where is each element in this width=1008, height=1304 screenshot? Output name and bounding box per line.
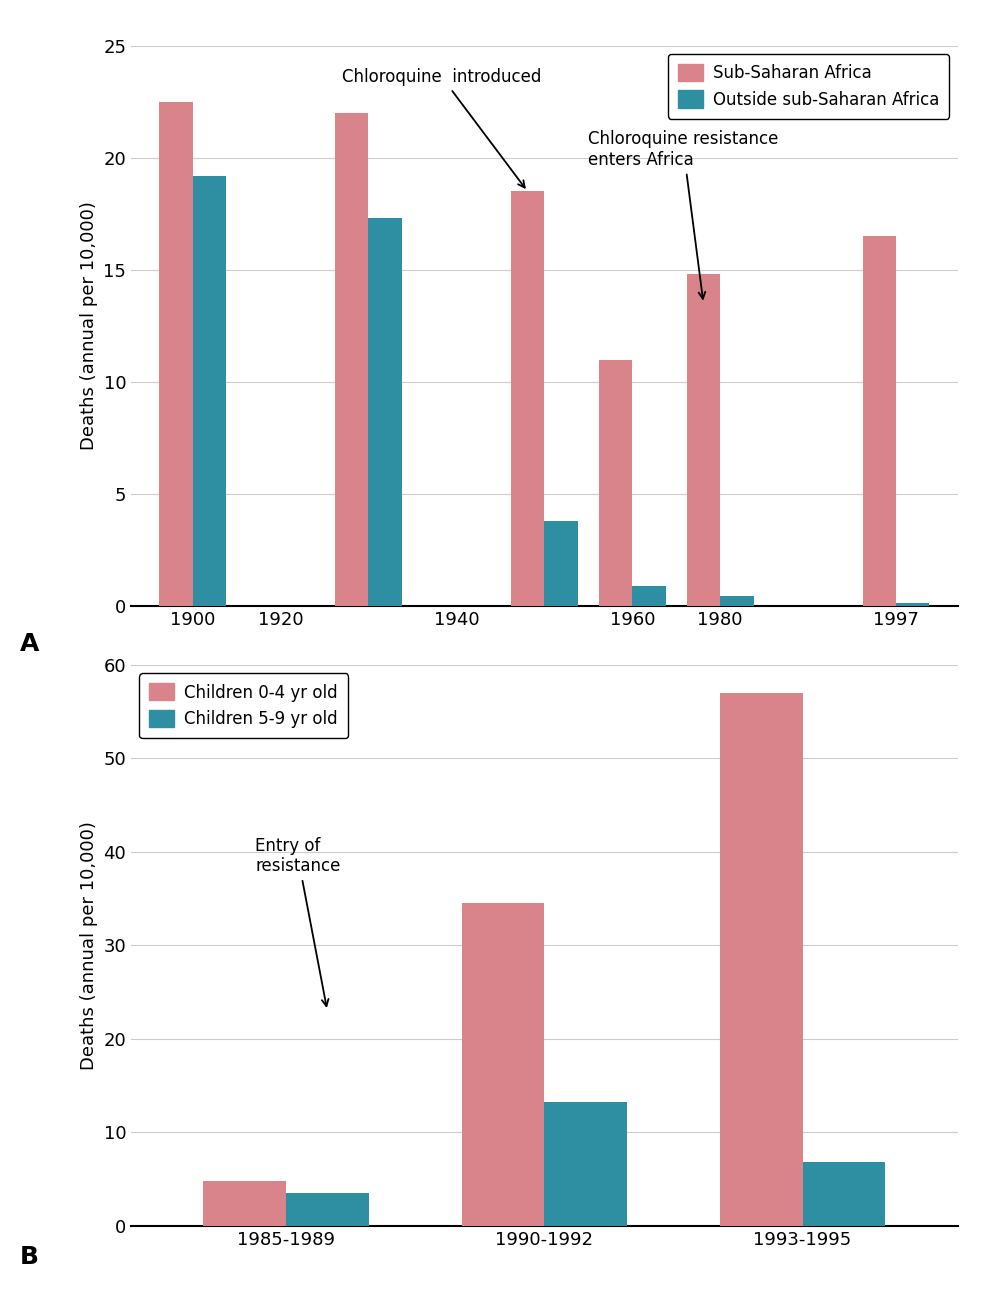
Y-axis label: Deaths (annual per 10,000): Deaths (annual per 10,000) (80, 822, 98, 1069)
Bar (159, 102, 193, 606)
Bar (335, 113, 369, 606)
Text: B: B (20, 1245, 39, 1269)
Bar (193, 176, 226, 606)
Bar (369, 218, 402, 606)
Bar (802, 1162, 885, 1226)
Bar (599, 360, 632, 606)
Bar (686, 274, 720, 606)
Text: A: A (20, 632, 39, 656)
Bar (632, 587, 665, 606)
Bar (511, 192, 544, 606)
Text: Chloroquine resistance
enters Africa: Chloroquine resistance enters Africa (589, 130, 778, 299)
Y-axis label: Deaths (annual per 10,000): Deaths (annual per 10,000) (80, 202, 98, 450)
Bar (720, 596, 754, 606)
Bar (720, 692, 802, 1226)
Bar (286, 1193, 369, 1226)
Bar (896, 602, 929, 606)
Text: Chloroquine  introduced: Chloroquine introduced (342, 68, 541, 188)
Bar (544, 1102, 627, 1226)
Bar (863, 236, 896, 606)
Legend: Children 0-4 yr old, Children 5-9 yr old: Children 0-4 yr old, Children 5-9 yr old (139, 673, 348, 738)
Legend: Sub-Saharan Africa, Outside sub-Saharan Africa: Sub-Saharan Africa, Outside sub-Saharan … (668, 53, 950, 119)
Text: Entry of
resistance: Entry of resistance (255, 836, 341, 1007)
Bar (462, 904, 544, 1226)
Bar (544, 522, 578, 606)
Bar (204, 1181, 286, 1226)
